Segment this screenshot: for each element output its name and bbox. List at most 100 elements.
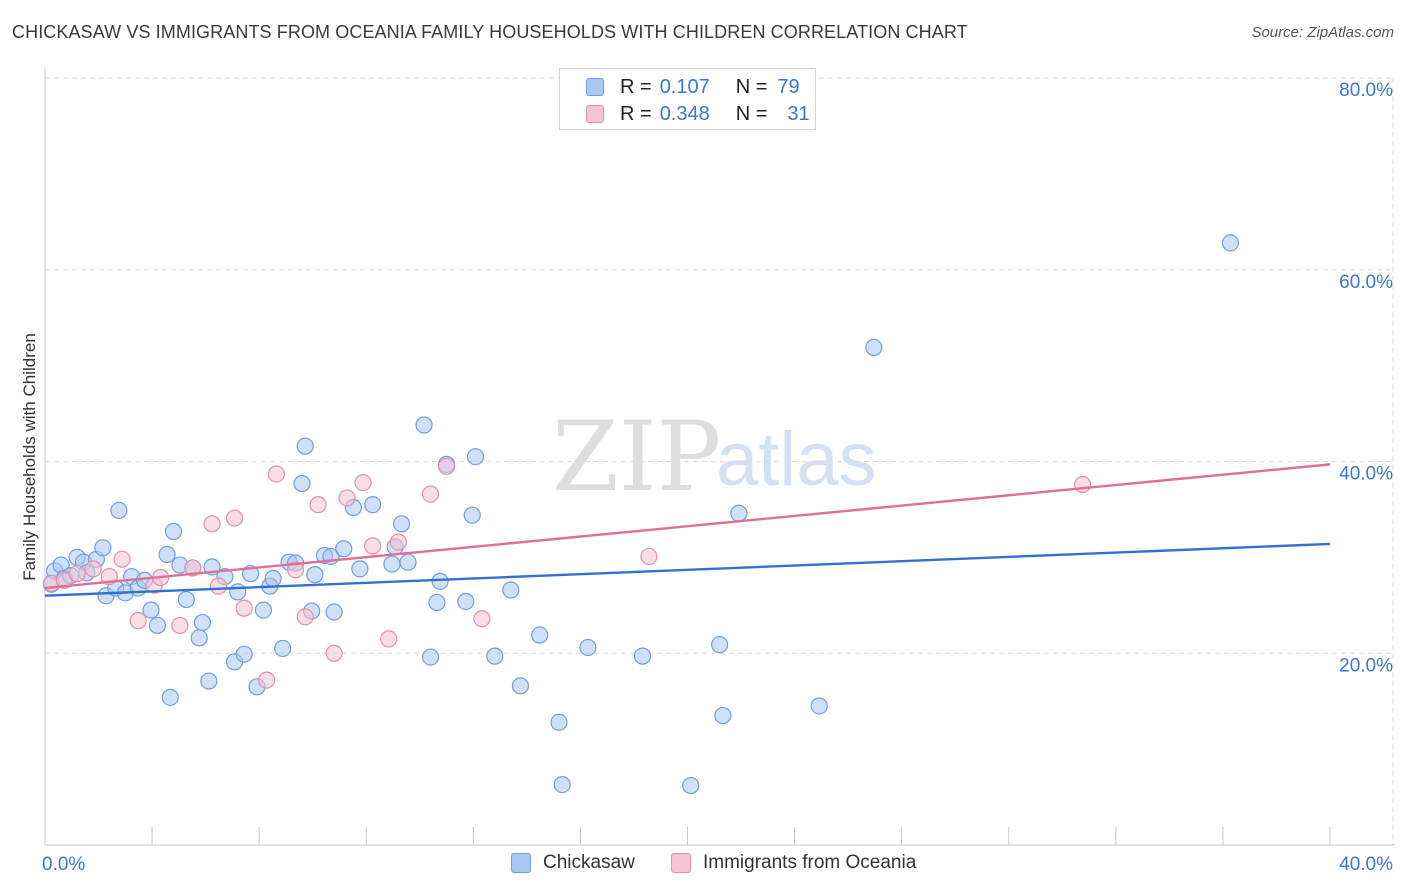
point-chickasaw xyxy=(351,560,369,578)
trend-lines xyxy=(44,463,1331,597)
trend-line-chickasaw xyxy=(44,542,1331,597)
legend-swatch-oceania xyxy=(586,105,604,123)
point-oceania xyxy=(380,630,398,648)
point-chickasaw xyxy=(229,583,247,601)
data-points xyxy=(42,234,1240,795)
point-chickasaw xyxy=(364,496,382,514)
point-chickasaw xyxy=(335,540,353,558)
point-chickasaw xyxy=(274,639,292,658)
chart-title: CHICKASAW VS IMMIGRANTS FROM OCEANIA FAM… xyxy=(12,22,968,42)
point-chickasaw xyxy=(714,706,732,725)
point-chickasaw xyxy=(383,555,401,573)
legend-r-label: R = xyxy=(620,102,652,125)
point-oceania xyxy=(129,612,147,630)
correlation-legend: R = 0.107 N = 79 R = 0.348 N = 31 xyxy=(559,68,816,130)
point-chickasaw xyxy=(164,522,183,541)
point-chickasaw xyxy=(158,545,176,564)
point-chickasaw xyxy=(711,636,729,654)
point-oceania xyxy=(296,608,314,626)
point-chickasaw xyxy=(325,603,343,621)
x-tick-label-max: 40.0% xyxy=(1339,854,1393,875)
point-chickasaw xyxy=(531,626,549,644)
point-oceania xyxy=(203,515,221,533)
point-chickasaw xyxy=(579,638,597,657)
axes xyxy=(44,68,1395,846)
point-oceania xyxy=(389,533,407,551)
legend-swatch-oceania xyxy=(671,853,691,873)
point-chickasaw xyxy=(463,506,481,524)
point-chickasaw xyxy=(511,677,530,695)
point-chickasaw xyxy=(865,338,883,357)
legend-label-oceania: Immigrants from Oceania xyxy=(703,852,917,873)
point-oceania xyxy=(309,496,327,514)
legend-n-label: N = xyxy=(735,102,768,125)
point-oceania xyxy=(473,610,491,628)
legend-r-label: R = xyxy=(620,75,652,98)
point-chickasaw xyxy=(428,593,446,612)
point-chickasaw xyxy=(502,581,520,599)
point-oceania xyxy=(437,457,456,475)
y-tick-label: 40.0% xyxy=(1339,464,1393,485)
y-tick-label: 80.0% xyxy=(1339,80,1393,101)
x-tick-label-min: 0.0% xyxy=(42,854,85,875)
watermark: ZIP atlas xyxy=(552,401,877,513)
tick-labels: 20.0% 40.0% 60.0% 80.0% 0.0% 40.0% xyxy=(42,80,1393,875)
grid-lines xyxy=(45,77,1395,845)
point-chickasaw xyxy=(148,616,167,635)
point-oceania xyxy=(640,547,658,566)
legend-label-chickasaw: Chickasaw xyxy=(543,852,635,873)
point-oceania xyxy=(68,565,86,583)
point-chickasaw xyxy=(190,629,208,647)
point-chickasaw xyxy=(466,448,485,466)
point-chickasaw xyxy=(264,569,282,588)
point-chickasaw xyxy=(810,697,828,715)
point-oceania xyxy=(364,537,382,555)
point-chickasaw xyxy=(296,437,314,455)
point-oceania xyxy=(258,671,276,689)
legend-n-label: N = xyxy=(735,75,768,98)
point-chickasaw xyxy=(486,647,504,665)
point-chickasaw xyxy=(200,672,218,690)
point-chickasaw xyxy=(431,572,449,590)
point-oceania xyxy=(354,473,372,492)
watermark-zip: ZIP xyxy=(552,401,721,513)
point-oceania xyxy=(267,465,285,483)
point-chickasaw xyxy=(306,566,324,584)
point-chickasaw xyxy=(682,776,700,795)
point-chickasaw xyxy=(421,648,440,666)
legend-r-value: 0.107 xyxy=(659,75,710,98)
point-oceania xyxy=(235,599,253,617)
point-chickasaw xyxy=(110,501,128,519)
point-chickasaw xyxy=(161,688,179,706)
point-chickasaw xyxy=(553,775,571,794)
legend-swatch-chickasaw xyxy=(586,78,604,96)
point-chickasaw xyxy=(399,553,417,571)
point-chickasaw xyxy=(235,645,253,663)
legend-item-chickasaw[interactable]: Chickasaw xyxy=(511,852,635,874)
point-chickasaw xyxy=(142,601,160,619)
point-oceania xyxy=(184,559,202,577)
legend-swatch-chickasaw xyxy=(511,853,531,873)
legend-row-chickasaw: R = 0.107 N = 79 xyxy=(586,75,800,99)
point-chickasaw xyxy=(293,474,311,493)
point-oceania xyxy=(225,509,244,527)
legend-r-value: 0.348 xyxy=(659,102,710,125)
point-chickasaw xyxy=(457,592,475,611)
legend-row-oceania: R = 0.348 N = 31 xyxy=(586,102,810,126)
point-chickasaw xyxy=(193,613,212,632)
legend-n-value: 31 xyxy=(787,102,810,125)
trend-line-oceania xyxy=(44,463,1331,590)
point-oceania xyxy=(113,550,131,568)
point-chickasaw xyxy=(94,539,112,557)
point-chickasaw xyxy=(730,504,748,522)
point-oceania xyxy=(84,560,102,578)
y-tick-label: 60.0% xyxy=(1339,272,1393,293)
series-legend: Chickasaw Immigrants from Oceania xyxy=(0,852,1406,876)
point-chickasaw xyxy=(392,515,411,533)
point-chickasaw xyxy=(633,647,652,665)
legend-item-oceania[interactable]: Immigrants from Oceania xyxy=(671,852,916,874)
point-chickasaw xyxy=(177,590,195,609)
point-oceania xyxy=(1074,475,1092,494)
point-oceania xyxy=(171,616,189,635)
